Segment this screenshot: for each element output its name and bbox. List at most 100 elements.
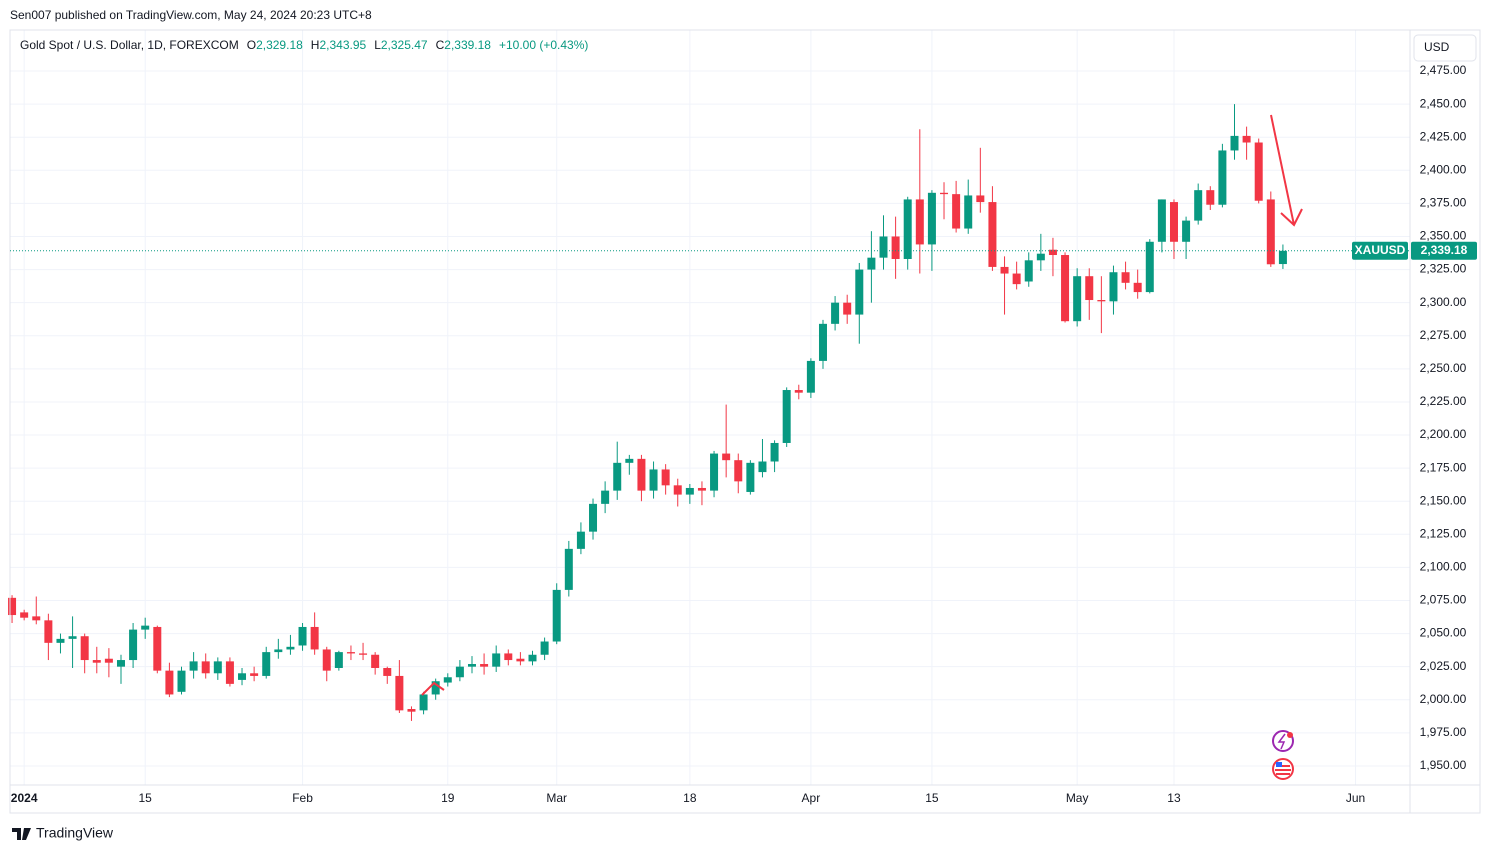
x-tick-label: Mar bbox=[546, 791, 567, 805]
candle-body bbox=[274, 649, 283, 653]
y-tick-label: 1,975.00 bbox=[1420, 725, 1467, 739]
brand-logo bbox=[12, 828, 31, 840]
candle-body bbox=[1012, 273, 1021, 285]
ohlc-label: L bbox=[374, 38, 381, 52]
candle-body bbox=[964, 195, 973, 229]
ohlc-value: 2,325.47 bbox=[381, 38, 428, 52]
candle-body bbox=[68, 636, 77, 639]
y-tick-label: 1,950.00 bbox=[1420, 758, 1467, 772]
candle-body bbox=[1000, 266, 1009, 274]
candle-body bbox=[722, 453, 731, 461]
candle-body bbox=[1024, 260, 1033, 282]
candle-body bbox=[431, 681, 440, 695]
y-tick-label: 2,150.00 bbox=[1420, 493, 1467, 507]
candle-body bbox=[867, 257, 876, 270]
candle-body bbox=[818, 323, 827, 361]
candle-body bbox=[20, 612, 29, 618]
y-tick-label: 2,250.00 bbox=[1420, 361, 1467, 375]
y-tick-label: 2,300.00 bbox=[1420, 295, 1467, 309]
y-tick-label: 2,125.00 bbox=[1420, 526, 1467, 540]
candle-body bbox=[407, 709, 416, 712]
candle-body bbox=[564, 548, 573, 590]
candle-body bbox=[952, 194, 961, 229]
candle-body bbox=[213, 661, 222, 674]
ohlc-label: O bbox=[247, 38, 256, 52]
drawn-arrow bbox=[1270, 114, 1303, 227]
x-tick-label: Jun bbox=[1346, 791, 1365, 805]
candle-body bbox=[480, 664, 489, 667]
candle-body bbox=[504, 653, 513, 661]
candle-body bbox=[782, 390, 791, 443]
candle-body bbox=[661, 469, 670, 486]
candle-body bbox=[637, 458, 646, 491]
candle-body bbox=[1194, 190, 1203, 221]
candle-body bbox=[710, 453, 719, 491]
candle-body bbox=[250, 673, 259, 676]
candle-body bbox=[540, 641, 549, 655]
candle-body bbox=[1145, 241, 1154, 293]
candle-body bbox=[443, 677, 452, 683]
candles bbox=[8, 104, 1287, 721]
y-tick-label: 2,050.00 bbox=[1420, 626, 1467, 640]
candle-body bbox=[371, 654, 380, 668]
candle-body bbox=[346, 652, 355, 654]
candle-body bbox=[746, 462, 755, 492]
candle-body bbox=[1157, 199, 1166, 242]
y-tick-label: 2,400.00 bbox=[1420, 162, 1467, 176]
ohlc-label: H bbox=[311, 38, 320, 52]
ohlc-value: 2,339.18 bbox=[444, 38, 491, 52]
candle-body bbox=[359, 653, 368, 655]
candle-body bbox=[1278, 250, 1287, 265]
candle-body bbox=[758, 461, 767, 473]
candle-body bbox=[467, 664, 476, 667]
candle-body bbox=[1218, 150, 1227, 205]
currency[interactable]: USD bbox=[1424, 40, 1450, 54]
candle-body bbox=[1073, 276, 1082, 322]
candle-body bbox=[685, 487, 694, 495]
candle-body bbox=[104, 658, 113, 663]
drawn-arrow bbox=[421, 681, 445, 696]
candle-body bbox=[1182, 220, 1191, 242]
x-tick-label: Feb bbox=[292, 791, 313, 805]
candle-body bbox=[32, 616, 41, 621]
x-tick-label: 15 bbox=[139, 791, 153, 805]
y-tick-label: 2,475.00 bbox=[1420, 63, 1467, 77]
price-tag: 2,339.18 bbox=[1421, 243, 1468, 257]
grid bbox=[10, 30, 1410, 785]
x-tick-label: 2024 bbox=[11, 791, 38, 805]
candle-body bbox=[153, 626, 162, 671]
candle-body bbox=[734, 460, 743, 482]
y-tick-label: 2,225.00 bbox=[1420, 394, 1467, 408]
candle-body bbox=[56, 638, 65, 643]
candle-body bbox=[92, 660, 101, 663]
frame bbox=[9, 29, 1481, 814]
candle-body bbox=[310, 626, 319, 650]
candle-body bbox=[298, 626, 307, 646]
candle-body bbox=[1169, 202, 1178, 242]
candle-body bbox=[286, 646, 295, 650]
published-line: Sen007 published on TradingView.com, May… bbox=[10, 8, 372, 22]
candle-body bbox=[940, 192, 949, 195]
candle-body bbox=[855, 269, 864, 315]
x-tick-label: 13 bbox=[1167, 791, 1181, 805]
candle-body bbox=[625, 458, 634, 463]
x-tick-label: May bbox=[1066, 791, 1089, 805]
currency-button[interactable] bbox=[1413, 34, 1477, 62]
candle-body bbox=[44, 620, 53, 643]
candle-body bbox=[129, 629, 138, 661]
candle-body bbox=[1133, 282, 1142, 293]
candle-body bbox=[201, 661, 210, 674]
y-tick-label: 2,000.00 bbox=[1420, 692, 1467, 706]
candle-body bbox=[516, 658, 525, 662]
price-tag-box bbox=[1411, 241, 1477, 260]
candle-body bbox=[8, 597, 17, 616]
candle-body bbox=[770, 442, 779, 462]
x-tick-label: 19 bbox=[441, 791, 455, 805]
y-tick-label: 2,450.00 bbox=[1420, 96, 1467, 110]
candle-body bbox=[165, 670, 174, 695]
y-tick-label: 2,075.00 bbox=[1420, 593, 1467, 607]
candle-body bbox=[189, 661, 198, 671]
ohlc-value: 2,329.18 bbox=[256, 38, 303, 52]
candle-body bbox=[383, 667, 392, 676]
candle-body bbox=[613, 462, 622, 491]
